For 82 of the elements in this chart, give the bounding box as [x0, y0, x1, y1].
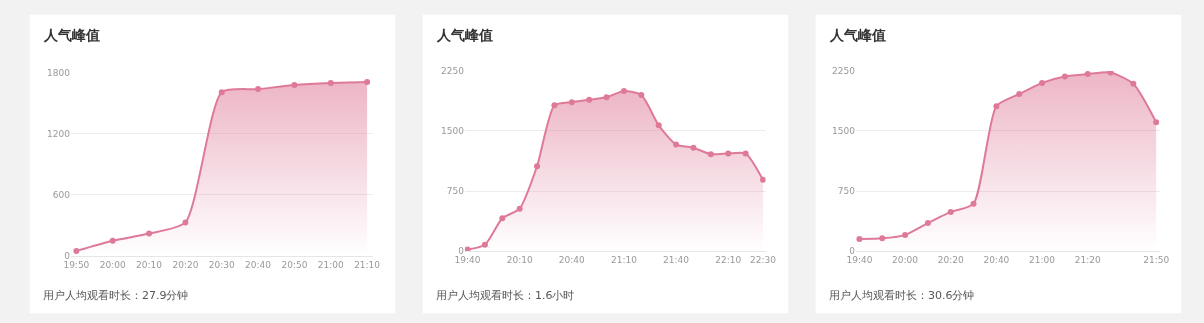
point — [655, 122, 662, 129]
y-tick-label: 750 — [837, 186, 856, 197]
point — [902, 232, 909, 239]
y-tick-label: 1800 — [47, 67, 71, 78]
text: 用户人均观看时长：30.6分钟 — [829, 289, 975, 302]
point — [327, 80, 334, 86]
y-tick-label: 1500 — [441, 126, 465, 137]
y-tick-label: 2250 — [832, 66, 856, 77]
x-tick-label: 20:10 — [506, 254, 533, 265]
point — [690, 144, 697, 151]
point — [673, 141, 680, 148]
x-tick-label: 20:00 — [892, 254, 919, 265]
point — [759, 176, 766, 183]
y-tick-label: 0 — [458, 246, 465, 257]
x-tick-label: 20:50 — [281, 259, 308, 270]
x-tick-label: 20:40 — [983, 254, 1010, 265]
point — [568, 99, 575, 106]
point — [586, 96, 593, 103]
x-tick-label: 19:40 — [846, 254, 873, 265]
point — [1107, 70, 1114, 76]
chart-title: 人气峰值 — [436, 27, 493, 43]
point — [73, 247, 80, 254]
point — [109, 237, 116, 244]
x-tick-label: 21:40 — [663, 254, 690, 265]
point — [255, 86, 262, 93]
point — [947, 208, 954, 215]
point — [638, 91, 645, 98]
point — [707, 151, 714, 158]
point — [1084, 71, 1091, 78]
point — [364, 78, 371, 85]
x-tick-label: 20:10 — [136, 259, 163, 270]
point — [1061, 73, 1068, 80]
x-tick-label: 21:00 — [317, 259, 345, 270]
x-tick-label: 21:10 — [610, 254, 638, 265]
x-tick-label: 20:30 — [208, 259, 235, 270]
x-tick-label: 20:40 — [245, 259, 272, 270]
y-tick-label: 2250 — [441, 66, 465, 77]
point — [603, 94, 610, 101]
point — [182, 219, 189, 226]
point — [1039, 79, 1046, 86]
text: 用户人均观看时长：27.9分钟 — [43, 289, 189, 302]
x-tick-label: 22:30 — [750, 254, 777, 265]
point — [516, 205, 523, 212]
point — [1130, 80, 1137, 87]
point — [725, 150, 732, 157]
x-tick-label: 21:00 — [1029, 254, 1056, 265]
text: 用户人均观看时长：1.6小时 — [436, 289, 575, 302]
point — [1016, 91, 1023, 98]
point — [856, 236, 863, 243]
y-tick-label: 0 — [849, 246, 856, 257]
y-tick-label: 1500 — [832, 126, 856, 137]
x-tick-label: 21:20 — [1074, 254, 1101, 265]
point — [620, 87, 627, 94]
point — [291, 82, 298, 89]
point — [551, 102, 558, 109]
chart-title: 人气峰值 — [829, 27, 886, 43]
point — [970, 200, 977, 207]
y-tick-label: 1200 — [47, 129, 71, 140]
point — [879, 235, 886, 242]
x-tick-label: 22:10 — [715, 254, 742, 265]
x-tick-label: 19:40 — [454, 254, 481, 265]
point — [742, 150, 749, 157]
point — [481, 241, 488, 248]
y-tick-label: 0 — [64, 251, 71, 262]
x-tick-label: 19:50 — [63, 259, 90, 270]
x-tick-label: 21:10 — [354, 259, 381, 270]
point — [218, 89, 225, 96]
point — [924, 220, 931, 227]
chart-title: 人气峰值 — [43, 27, 100, 43]
point — [146, 230, 153, 237]
x-tick-label: 20:00 — [99, 259, 126, 270]
x-tick-label: 20:40 — [558, 254, 586, 265]
x-tick-label: 20:20 — [937, 254, 964, 265]
point — [1153, 119, 1160, 126]
x-tick-label: 21:50 — [1143, 254, 1170, 265]
point — [499, 215, 506, 222]
x-tick-label: 20:20 — [172, 259, 199, 270]
point — [534, 163, 541, 170]
y-tick-label: 600 — [52, 190, 71, 201]
point — [464, 246, 471, 252]
point — [993, 103, 1000, 110]
y-tick-label: 750 — [446, 186, 465, 197]
